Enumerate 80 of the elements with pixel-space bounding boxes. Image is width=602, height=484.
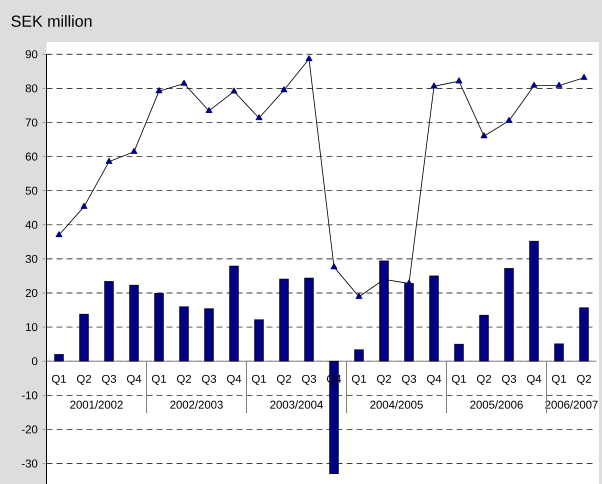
x-tick-label: Q1 [52,374,66,385]
bar [254,319,264,362]
x-tick-label: Q3 [302,374,316,385]
x-tick-label: Q4 [126,374,142,385]
point [330,263,338,270]
point [306,55,312,62]
bar [429,276,439,362]
point [356,292,362,299]
bar [454,344,464,362]
point [280,86,288,92]
x-tick-label: Q2 [576,374,591,385]
x-tick-label: Q4 [426,374,442,385]
x-tick-label: Q1 [252,374,266,385]
point [480,132,488,138]
y-tick-label: 80 [26,84,38,92]
point [56,231,62,238]
y-tick-label: 90 [26,50,38,58]
x-tick-label: Q2 [276,374,291,385]
y-tick-label: 70 [26,118,38,126]
bar [354,349,364,362]
y-tick-label: 10 [26,323,38,332]
point [580,74,588,80]
bar [279,278,289,362]
bar [54,354,64,362]
x-tick-label: Q3 [402,374,416,385]
annotation: 2005/2006 [470,400,523,409]
x-tick-label: Q1 [452,374,466,385]
point [530,82,538,88]
x-tick-label: Q2 [376,374,391,385]
y-tick-label: 30 [26,254,38,263]
point [180,80,188,86]
point [130,148,138,154]
x-tick-label: Q2 [476,374,491,385]
point [230,88,238,94]
point [456,77,462,84]
y-tick-label: 0 [32,357,38,366]
point [556,82,562,88]
point [430,82,438,88]
annotation: 2003/2004 [270,400,323,409]
y-tick-label: -20 [22,425,38,434]
bar [79,314,89,362]
point [80,202,88,209]
x-tick-label: Q1 [552,374,566,385]
bar [154,293,164,362]
bar [204,308,214,362]
x-tick-label: Q3 [202,374,216,385]
y-tick-label: -30 [22,460,38,468]
point [206,107,212,113]
bar [579,307,589,362]
y-tick-label: 20 [26,288,38,297]
x-tick-label: Q3 [102,374,116,385]
x-tick-label: Q4 [226,374,242,385]
bar [529,240,539,362]
x-tick-label: Q2 [76,374,91,385]
bar [304,278,314,362]
bar [229,266,239,362]
x-tick-label: Q1 [352,374,366,385]
x-tick-label: Q1 [152,374,166,385]
bar [504,268,514,362]
annotation: 2004/2005 [370,400,423,409]
point [156,87,162,94]
x-tick-label: Q3 [502,374,516,385]
bar [179,306,189,362]
y-tick-label: 50 [26,186,38,195]
point [106,158,112,164]
chart-title: SEK million [11,15,92,27]
bar [104,281,114,362]
point [506,116,512,123]
bar [554,344,564,362]
bar [129,284,139,362]
y-tick-label: 40 [25,220,38,229]
bar [479,314,489,362]
y-tick-label: 60 [26,152,38,161]
x-tick-label: Q4 [526,374,542,385]
annotation: 2006/2007 [545,400,598,409]
y-tick-label: -10 [22,391,38,400]
x-tick-label: Q2 [176,374,191,385]
point [256,114,262,120]
annotation: 2002/2003 [170,400,223,409]
annotation: 2001/2002 [70,400,123,409]
